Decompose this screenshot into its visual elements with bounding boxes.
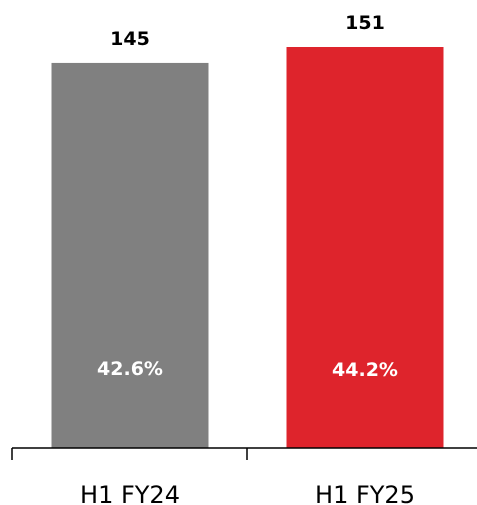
x-axis bbox=[11, 447, 477, 460]
bars-group bbox=[51, 47, 444, 448]
value-label-h1-fy24: 145 bbox=[110, 28, 150, 50]
margin-label-h1-fy24: 42.6% bbox=[97, 358, 163, 380]
bar-h1-fy24 bbox=[51, 62, 209, 448]
margin-label-h1-fy25: 44.2% bbox=[332, 359, 398, 381]
value-labels-group: 145 151 bbox=[110, 12, 385, 50]
value-label-h1-fy25: 151 bbox=[345, 12, 385, 34]
category-labels-group: H1 FY24 H1 FY25 bbox=[80, 481, 415, 505]
x-tick-label-h1-fy25: H1 FY25 bbox=[315, 481, 415, 505]
bar-h1-fy25 bbox=[286, 47, 444, 448]
inner-labels-group: 42.6% 44.2% bbox=[97, 358, 398, 381]
x-tick-label-h1-fy24: H1 FY24 bbox=[80, 481, 180, 505]
